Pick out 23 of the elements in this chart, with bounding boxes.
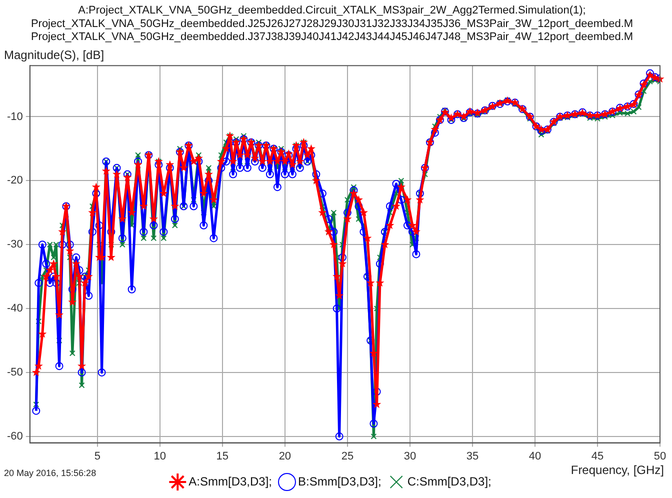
- legend-label: B:Smm[D3,D3];: [298, 474, 382, 488]
- x-tick-label: 5: [94, 450, 100, 462]
- x-tick-label: 15: [216, 450, 229, 462]
- legend-label: C:Smm[D3,D3];: [407, 474, 492, 488]
- x-tick-label: 50: [654, 450, 666, 462]
- x-tick-label: 25: [341, 450, 354, 462]
- y-tick-label: -10: [6, 110, 23, 123]
- y-tick-label: -40: [6, 302, 23, 315]
- x-tick-label: 40: [528, 450, 542, 462]
- y-tick-label: -50: [6, 366, 23, 379]
- x-tick-label: 45: [591, 450, 604, 462]
- y-tick-label: -30: [6, 238, 23, 251]
- chart-title: A:Project_XTALK_VNA_50GHz_deembedded.Circuit_XTALK_MS3pair_2W_Agg2Termed.Simulation(1); Project_XTALK_VNA_50GHz_deembedded.J25J26J27J28J29J30J31J32J33J34J35J36_MS3Pair_3W_12port_deembed.M Project_XTALK_VNA_50GHz_deembedded.J37J38J39J40J41J42J43J44J45J46J47J48_MS3Pair_4W_12port_deembed.M: [30, 4, 634, 44]
- x-tick-label: 20: [278, 450, 292, 462]
- x-tick-label: 30: [404, 450, 416, 462]
- y-tick-label: -60: [6, 430, 23, 442]
- y-axis-title: Magnitude(S), [dB]: [4, 48, 104, 62]
- text: 20 May 2016, 15:56:28: [4, 468, 96, 478]
- x-tick-label: 10: [154, 450, 166, 462]
- x-axis-title: Frequency, [GHz]: [570, 463, 664, 478]
- y-tick-label: -20: [6, 174, 23, 187]
- x-tick-label: 35: [466, 450, 479, 462]
- legend-label: A:Smm[D3,D3];: [188, 474, 272, 488]
